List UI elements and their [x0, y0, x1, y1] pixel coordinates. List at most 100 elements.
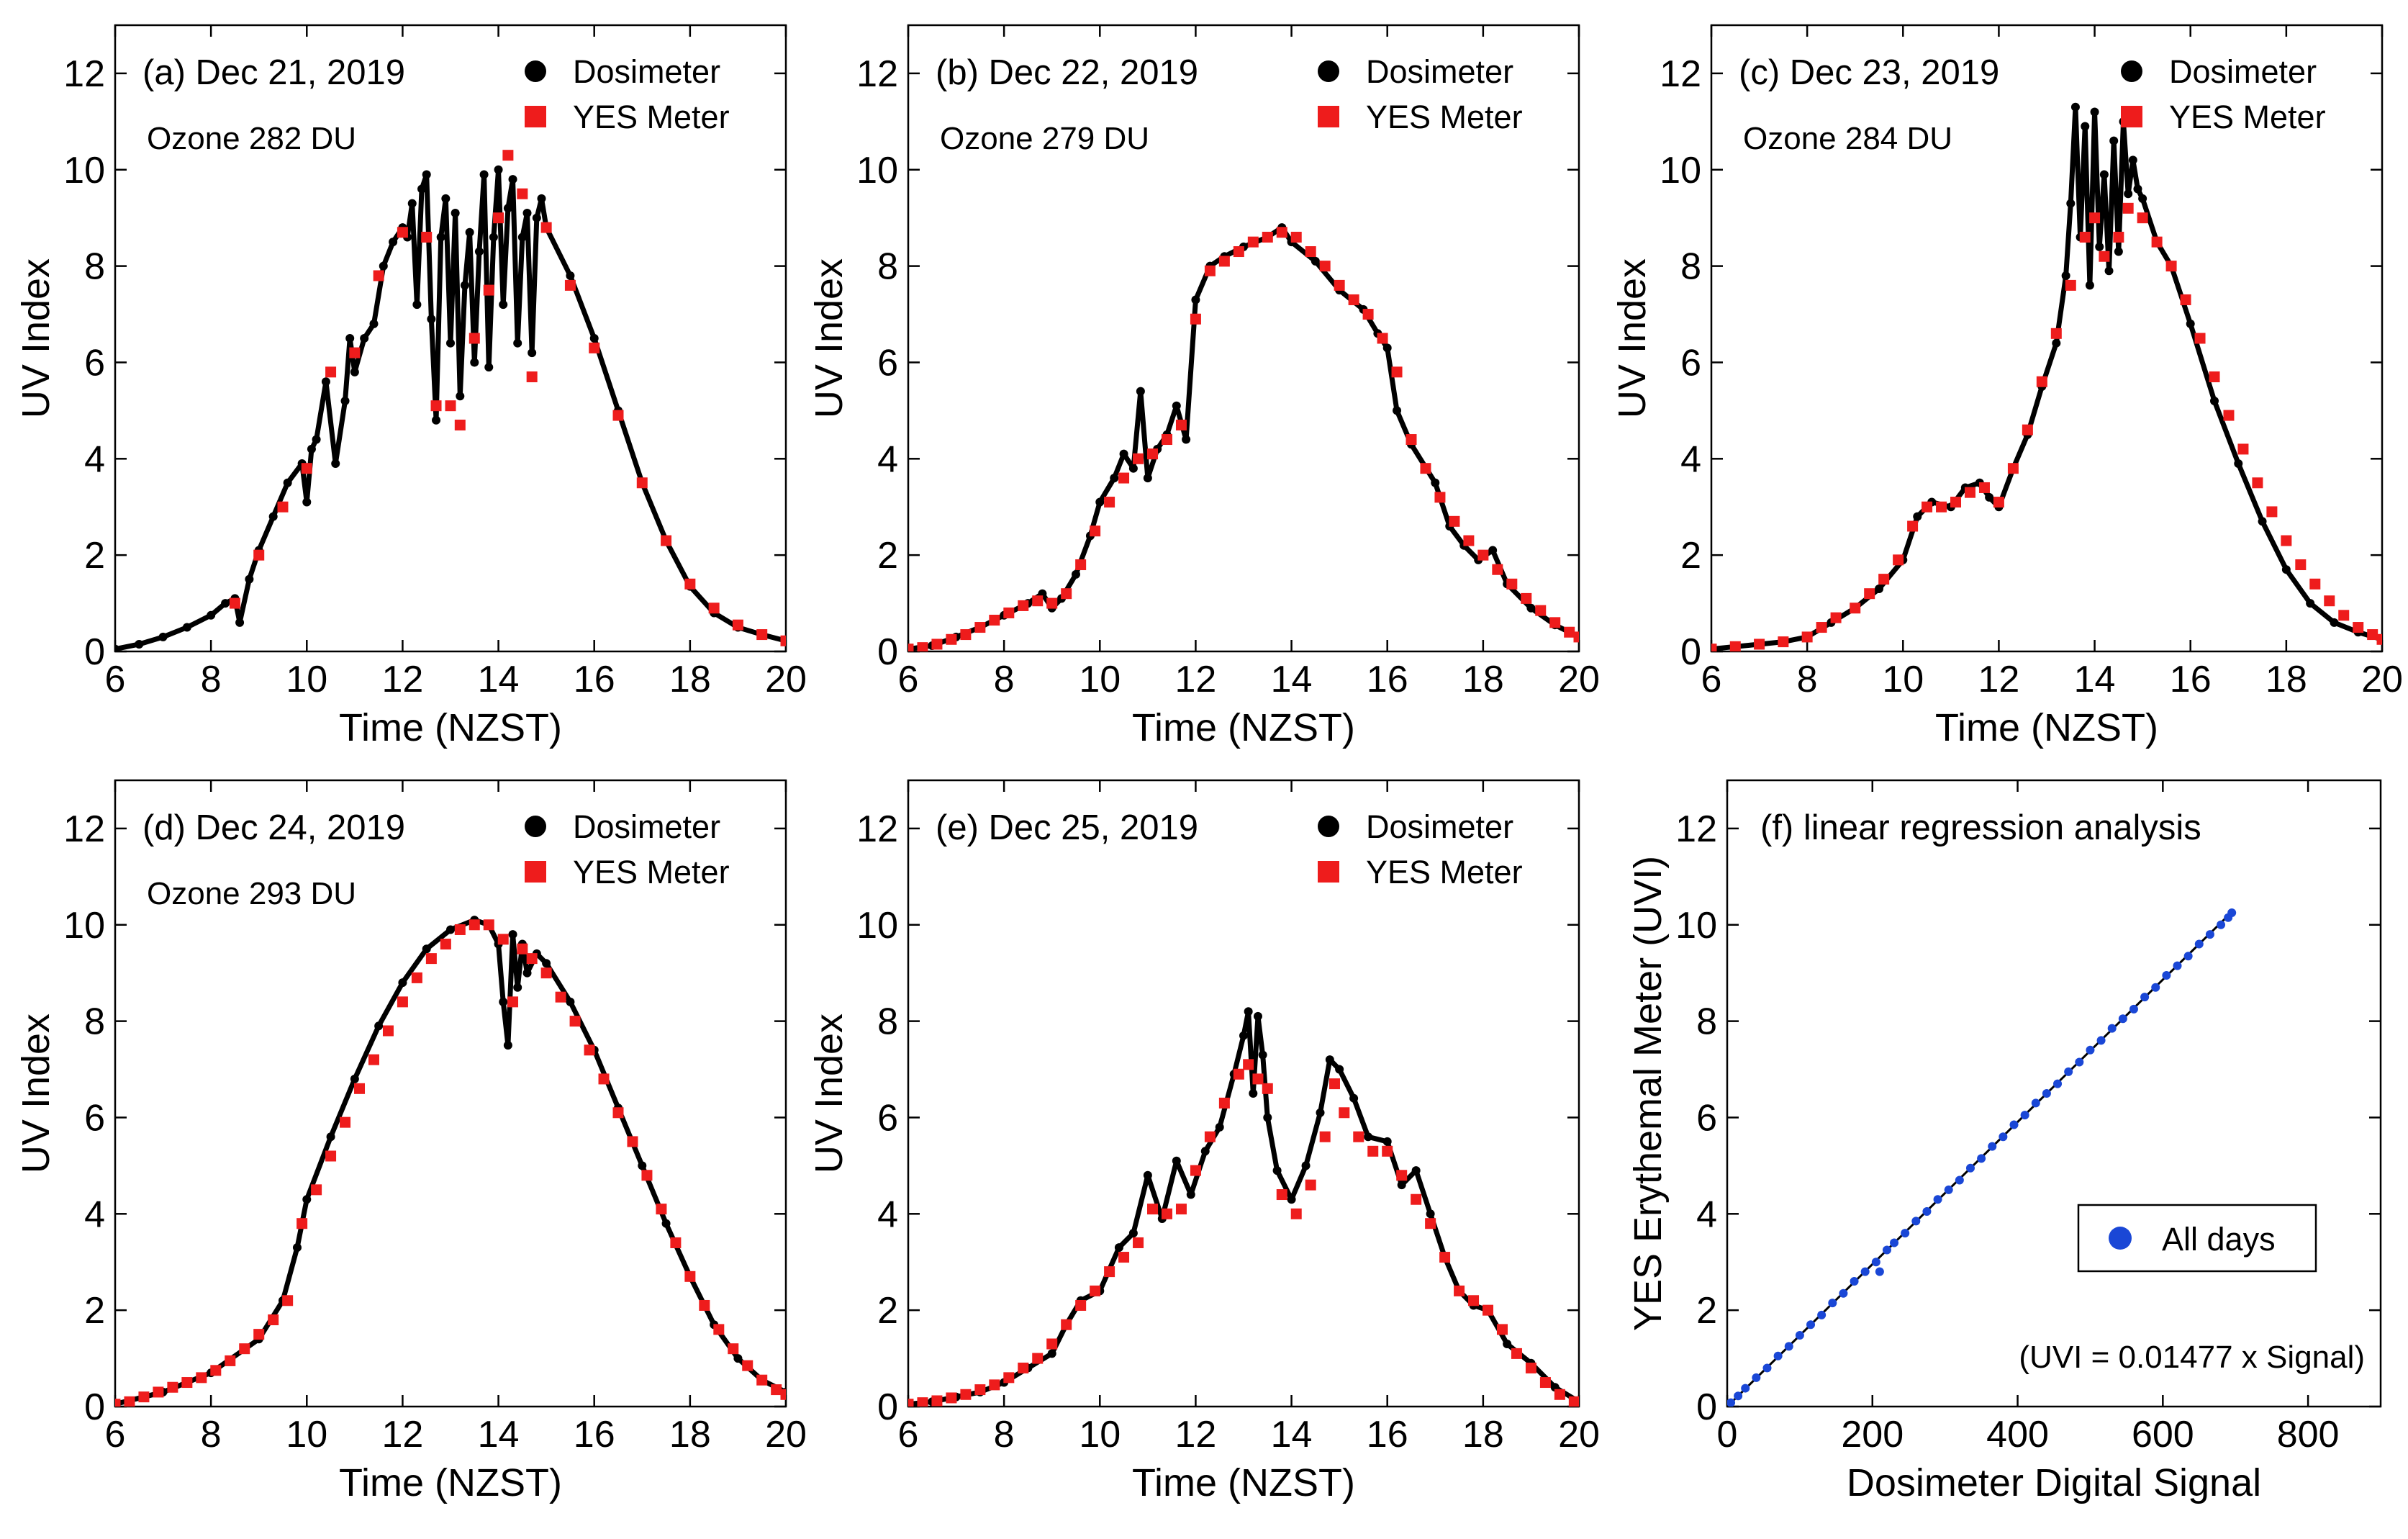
point-dosimeter: [1110, 474, 1119, 483]
point-yes-meter: [1003, 1372, 1015, 1384]
y-tick-label: 8: [1680, 246, 1701, 288]
point-yes-meter: [311, 1184, 322, 1196]
point-yes-meter: [612, 410, 624, 421]
panel-title: (a) Dec 21, 2019: [142, 53, 405, 92]
y-tick-label: 4: [84, 1193, 105, 1235]
ozone-annotation: Ozone 293 DU: [147, 876, 356, 911]
point-dosimeter: [398, 978, 407, 988]
point-yes-meter: [1463, 535, 1475, 546]
point-all-days: [1839, 1288, 1848, 1298]
point-yes-meter: [1893, 554, 1904, 566]
point-yes-meter: [1568, 1396, 1579, 1407]
point-yes-meter: [2151, 236, 2163, 248]
point-dosimeter: [589, 334, 599, 343]
ozone-annotation: Ozone 284 DU: [1743, 121, 1952, 156]
x-tick-label: 10: [1079, 659, 1121, 700]
panel-d: 6 8 10 12 14 16 18 20 0 2 4 6 8 10 12 Time (NZST) UV Ind…: [14, 779, 807, 1504]
point-dosimeter: [2281, 565, 2291, 574]
legend-yes-meter-marker: [525, 106, 546, 127]
point-all-days: [1762, 1363, 1772, 1373]
point-all-days: [1944, 1185, 1953, 1194]
point-dosimeter: [2085, 281, 2094, 290]
x-tick-label: 10: [1079, 1414, 1121, 1455]
point-all-days: [1901, 1229, 1910, 1238]
y-tick-label: 0: [84, 631, 105, 673]
point-yes-meter: [1175, 419, 1187, 430]
point-dosimeter: [379, 261, 388, 271]
point-yes-meter: [2281, 535, 2292, 546]
point-dosimeter: [499, 300, 508, 310]
point-yes-meter: [373, 270, 384, 281]
point-yes-meter: [1348, 294, 1359, 305]
x-axis-title: Dosimeter Digital Signal: [1847, 1461, 2261, 1504]
point-dosimeter: [1301, 1161, 1311, 1170]
point-all-days: [1955, 1175, 1964, 1185]
point-yes-meter: [253, 1329, 265, 1340]
point-yes-meter: [1993, 497, 2004, 508]
point-yes-meter: [1377, 333, 1388, 344]
point-dosimeter: [2061, 271, 2070, 280]
point-all-days: [2042, 1089, 2051, 1098]
point-dosimeter: [207, 610, 216, 620]
x-tick-label: 14: [478, 659, 520, 700]
point-yes-meter: [2309, 578, 2321, 590]
point-dosimeter: [1136, 387, 1145, 396]
point-dosimeter: [2114, 247, 2123, 256]
point-yes-meter: [1147, 1204, 1159, 1215]
point-yes-meter: [497, 934, 509, 945]
point-yes-meter: [540, 967, 552, 979]
point-dosimeter: [503, 1041, 512, 1050]
point-dosimeter: [422, 170, 431, 179]
point-all-days: [2183, 952, 2193, 961]
point-yes-meter: [397, 996, 408, 1008]
point-yes-meter: [555, 991, 566, 1003]
y-tick-label: 8: [877, 246, 898, 288]
point-yes-meter: [225, 1355, 236, 1366]
point-dosimeter: [2128, 155, 2137, 165]
plot-frame: [907, 779, 1580, 1408]
point-yes-meter: [1133, 1237, 1144, 1248]
point-yes-meter: [440, 939, 451, 950]
point-yes-meter: [931, 1395, 943, 1407]
plot-frame: [1710, 24, 2384, 653]
point-yes-meter: [1204, 265, 1216, 276]
point-all-days: [1965, 1163, 1975, 1173]
point-yes-meter: [167, 1381, 178, 1393]
y-tick-label: 6: [1696, 1097, 1717, 1139]
point-yes-meter: [1406, 434, 1417, 446]
point-dosimeter: [451, 209, 460, 217]
series-dosimeter-trace: [115, 167, 786, 651]
y-tick-label: 0: [877, 631, 898, 673]
point-yes-meter: [397, 227, 408, 238]
point-dosimeter: [1172, 1156, 1181, 1165]
y-tick-label: 10: [856, 905, 898, 947]
point-yes-meter: [1032, 1353, 1044, 1364]
y-axis-title: UV Index: [807, 258, 851, 418]
point-dosimeter: [436, 233, 445, 242]
point-yes-meter: [2266, 506, 2278, 518]
panel-a: 6 8 10 12 14 16 18 20 0 2 4 6 8 10 12 Time (NZST) UV Ind…: [14, 24, 807, 749]
point-all-days: [2031, 1098, 2040, 1108]
point-yes-meter: [728, 1343, 739, 1355]
point-yes-meter: [1133, 453, 1144, 464]
point-dosimeter: [1072, 569, 1080, 579]
legend-yes-meter-label: YES Meter: [573, 99, 730, 135]
point-all-days: [1882, 1245, 1891, 1255]
y-tick-label: 2: [877, 535, 898, 577]
point-all-days: [1727, 1398, 1736, 1407]
x-tick-label: 16: [574, 1414, 615, 1455]
point-dosimeter: [479, 170, 489, 179]
point-dosimeter: [1215, 1122, 1224, 1132]
x-axis-title: Time (NZST): [339, 706, 562, 749]
point-dosimeter: [1364, 1132, 1373, 1142]
point-yes-meter: [1218, 1097, 1230, 1109]
point-yes-meter: [340, 1116, 351, 1128]
panel-c: 6 8 10 12 14 16 18 20 0 2 4 6 8 10 12 Time (NZST) UV Ind…: [1611, 24, 2403, 749]
point-yes-meter: [684, 1271, 696, 1282]
point-yes-meter: [946, 633, 957, 645]
point-all-days: [1999, 1132, 2008, 1142]
y-tick-label: 12: [856, 808, 898, 850]
y-axis-title: UV Index: [807, 1014, 851, 1173]
point-dosimeter: [2099, 170, 2109, 179]
point-yes-meter: [1175, 1204, 1187, 1215]
